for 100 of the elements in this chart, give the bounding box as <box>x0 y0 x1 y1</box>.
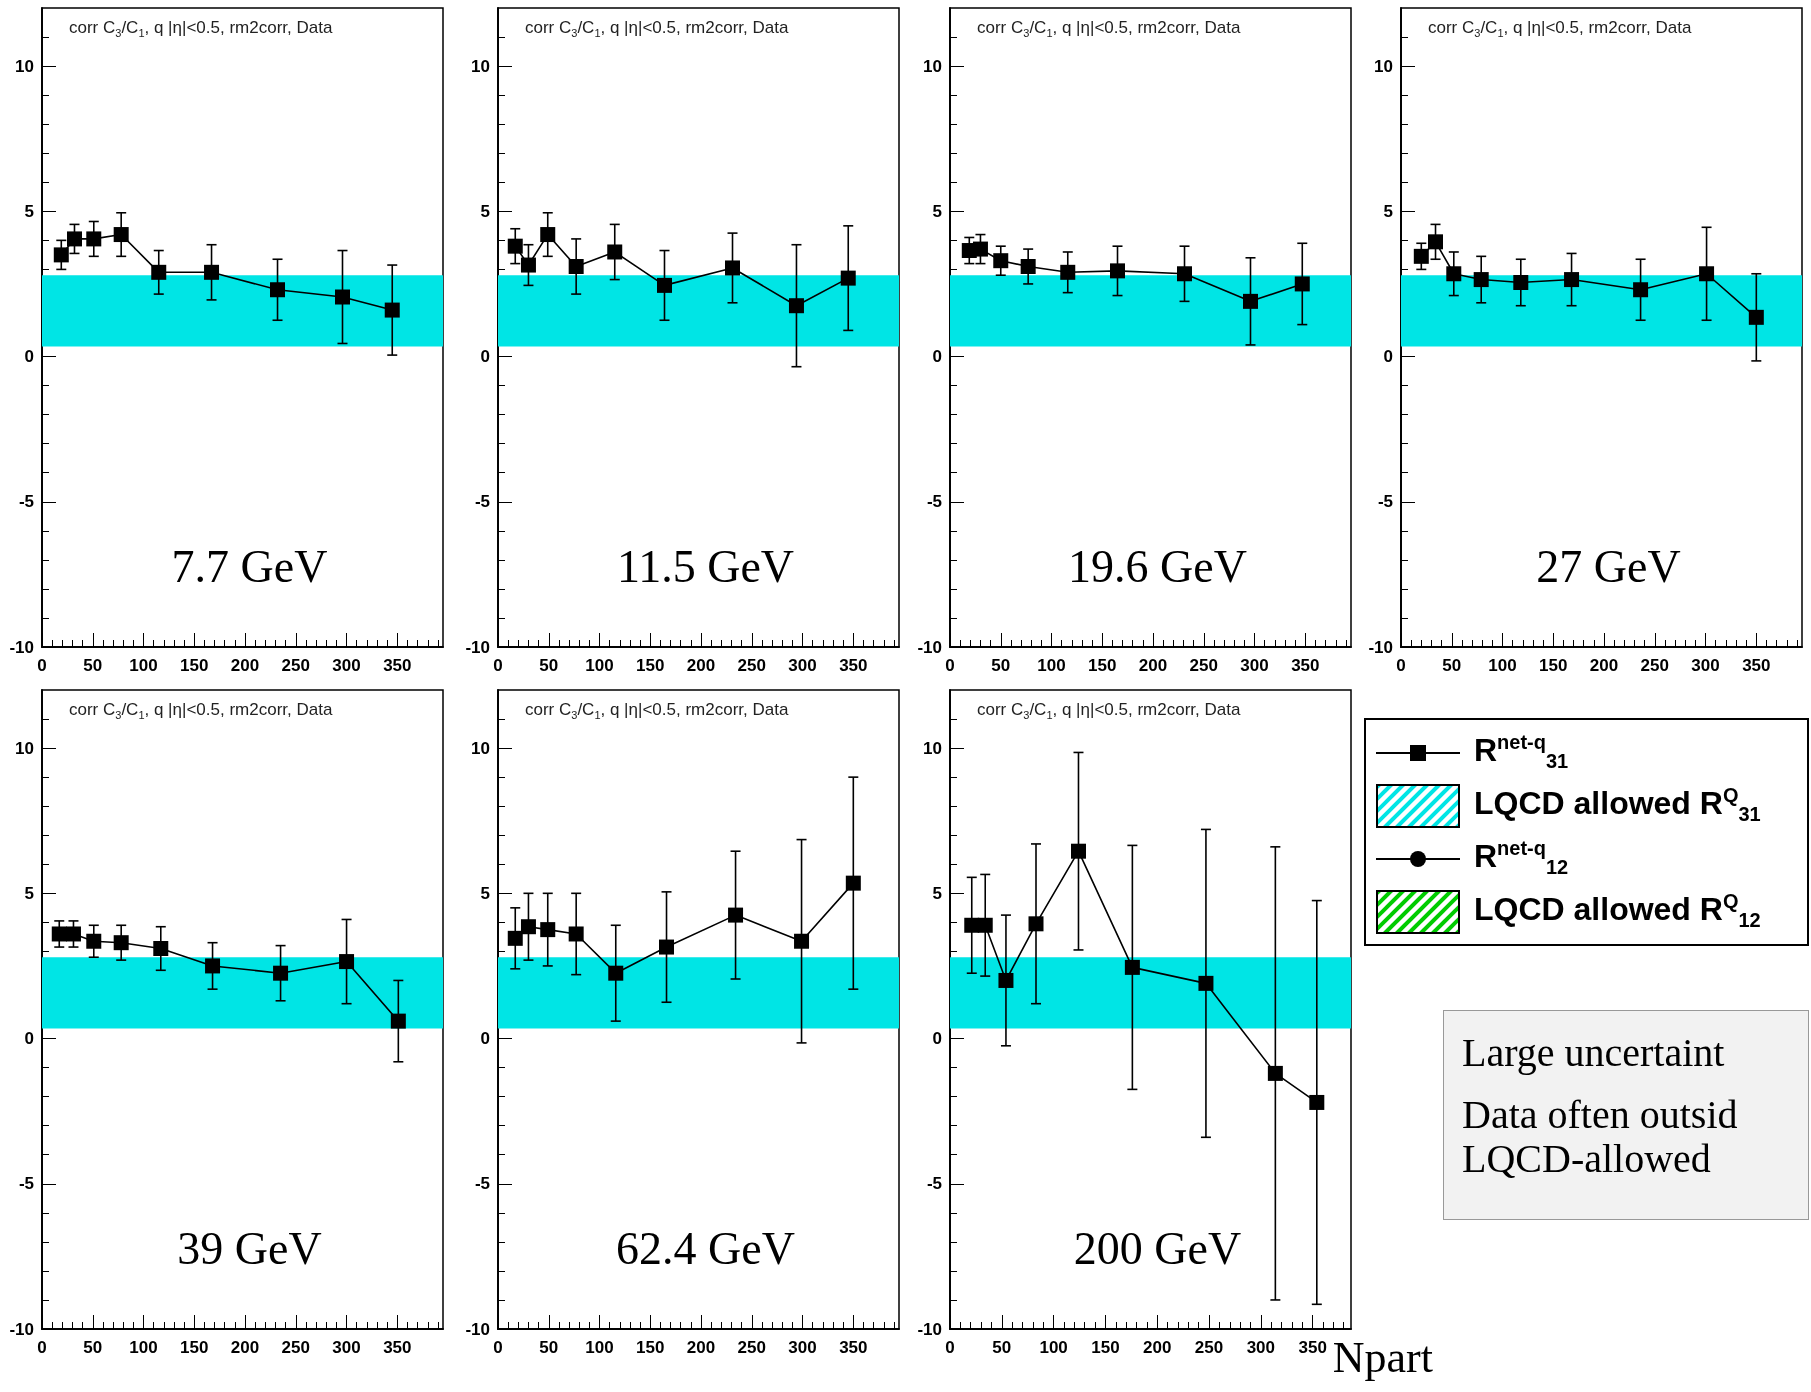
point <box>794 933 810 949</box>
y-tick-label: -5 <box>18 1174 34 1194</box>
y-tick-label: -10 <box>1368 637 1393 657</box>
y-tick-label: 5 <box>24 201 34 221</box>
point <box>1309 1094 1325 1110</box>
x-tick-label: 250 <box>1640 656 1669 675</box>
point <box>339 954 355 970</box>
point <box>113 935 129 951</box>
point <box>840 270 856 286</box>
x-tick-label: 250 <box>737 1338 766 1357</box>
point <box>66 231 82 247</box>
point <box>204 264 220 280</box>
point <box>65 926 81 942</box>
y-tick-label: 0 <box>24 1029 34 1049</box>
point <box>540 227 556 243</box>
point <box>1124 959 1140 975</box>
text: 62.4 GeV <box>616 1222 795 1274</box>
x-tick-label: 250 <box>1194 1338 1224 1357</box>
point <box>86 231 102 247</box>
point <box>520 919 536 935</box>
point <box>1020 259 1036 274</box>
y-tick-label: 10 <box>15 56 34 76</box>
point <box>384 302 400 318</box>
point <box>151 264 167 280</box>
y-tick-label: -5 <box>926 1174 942 1194</box>
point <box>568 259 584 274</box>
point <box>1413 248 1429 264</box>
x-tick-label: 150 <box>636 1338 665 1357</box>
y-tick-label: 10 <box>471 56 490 76</box>
y-tick-label: 10 <box>1374 56 1393 76</box>
point <box>86 933 102 949</box>
point <box>390 1013 406 1029</box>
x-tick-label: 0 <box>37 1338 47 1357</box>
y-tick-label: 5 <box>24 883 34 903</box>
x-tick-label: 300 <box>788 656 817 675</box>
point <box>51 926 67 942</box>
x-tick-label: 100 <box>585 1338 614 1357</box>
x-tick-label: 350 <box>1742 656 1771 675</box>
point <box>607 244 623 260</box>
y-tick-label: 5 <box>932 883 942 903</box>
point <box>1473 272 1489 288</box>
text: Large uncertaint <box>1462 1030 1726 1075</box>
point <box>153 941 169 956</box>
x-tick-label: 350 <box>383 1338 412 1357</box>
x-tick-label: 0 <box>945 656 955 675</box>
x-tick-label: 100 <box>129 656 158 675</box>
point <box>998 972 1014 988</box>
x-tick-label: 50 <box>539 656 559 675</box>
x-tick-label: 100 <box>1488 656 1517 675</box>
point <box>1267 1065 1283 1081</box>
y-tick-label: -10 <box>917 1319 942 1339</box>
x-tick-label: 350 <box>839 656 868 675</box>
x-tick-label: 300 <box>332 1338 361 1357</box>
x-tick-label: 200 <box>1138 656 1168 675</box>
x-tick-label: 50 <box>539 1338 559 1357</box>
point <box>1294 276 1310 292</box>
x-tick-label: 300 <box>1240 656 1269 675</box>
y-tick-label: -10 <box>917 637 942 657</box>
point <box>1110 263 1126 279</box>
x-tick-label: 250 <box>1189 656 1218 675</box>
x-tick-label: 200 <box>230 1338 260 1357</box>
x-tick-label: 150 <box>1088 656 1117 675</box>
y-tick-label: 10 <box>15 738 34 758</box>
x-tick-label: 150 <box>636 656 665 675</box>
point <box>788 298 804 314</box>
x-tick-label: 300 <box>788 1338 817 1357</box>
point <box>540 922 556 938</box>
y-tick-label: -10 <box>9 1319 34 1339</box>
point <box>1177 266 1193 282</box>
point <box>608 965 624 981</box>
x-tick-label: 200 <box>230 656 260 675</box>
text: 19.6 GeV <box>1068 540 1247 592</box>
point <box>507 238 523 254</box>
y-tick-label: -10 <box>9 637 34 657</box>
y-tick-label: -5 <box>18 492 34 512</box>
y-tick-label: 0 <box>932 347 942 367</box>
point <box>964 917 980 933</box>
x-tick-label: 250 <box>281 656 310 675</box>
x-tick-label: 200 <box>1143 1338 1172 1357</box>
y-tick-label: 0 <box>480 347 490 367</box>
x-tick-label: 0 <box>945 1338 955 1357</box>
x-tick-label: 150 <box>180 1338 209 1357</box>
x-tick-label: 200 <box>1589 656 1619 675</box>
point <box>53 247 69 263</box>
point <box>1699 266 1715 282</box>
point <box>1198 975 1214 991</box>
y-tick-label: 5 <box>480 883 490 903</box>
y-tick-label: -5 <box>1377 492 1393 512</box>
x-tick-label: 350 <box>383 656 412 675</box>
x-tick-label: 350 <box>1298 1338 1327 1357</box>
point <box>656 277 672 293</box>
point <box>205 958 221 974</box>
point <box>1060 264 1076 280</box>
y-tick-label: 0 <box>932 1029 942 1049</box>
point <box>1633 282 1649 298</box>
x-tick-label: 0 <box>37 656 47 675</box>
x-tick-label: 200 <box>686 656 716 675</box>
point <box>993 253 1009 269</box>
x-tick-label: 50 <box>1442 656 1462 675</box>
point <box>520 257 536 273</box>
